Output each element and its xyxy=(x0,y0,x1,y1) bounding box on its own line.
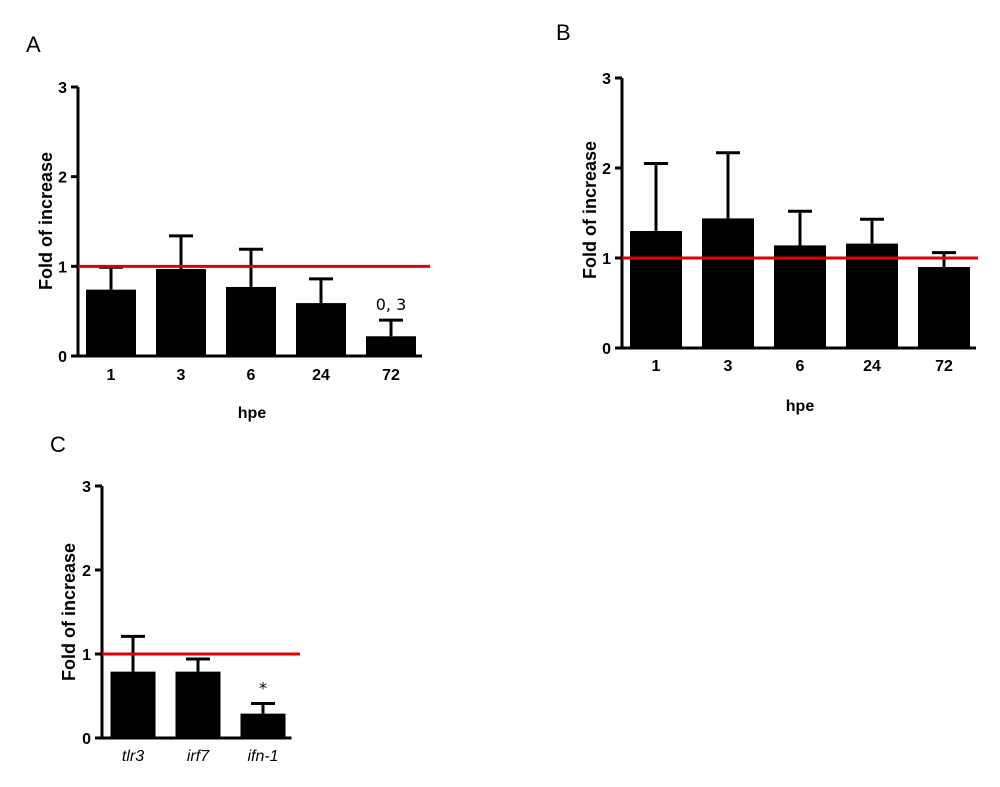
y-tick-label-c: 1 xyxy=(82,647,91,664)
panel-b: B Fold of increase hpe 0 1 2 3 1 3 6 24 72 xyxy=(556,20,978,415)
x-tick-label-b-0: 1 xyxy=(652,358,661,375)
x-tick-label-c-1: irf7 xyxy=(187,748,210,765)
bar-b-2 xyxy=(774,245,826,348)
plot-area-b: 0 1 2 3 1 3 6 24 72 xyxy=(602,71,978,375)
plot-area-c: 0 1 2 3 tlr3 irf7 ifn-1 * xyxy=(82,479,300,765)
y-tick-label-b: 3 xyxy=(602,71,611,88)
bar-b-3 xyxy=(846,243,898,348)
bar-c-0 xyxy=(110,671,156,738)
y-tick-label-a: 0 xyxy=(58,349,67,366)
x-tick-label-b-2: 6 xyxy=(796,358,805,375)
y-tick-label-a: 2 xyxy=(58,170,67,187)
x-tick-label-a-0: 1 xyxy=(107,367,116,384)
bar-a-4 xyxy=(366,336,416,356)
y-tick-label-b: 1 xyxy=(602,251,611,268)
x-axis-label-a: hpe xyxy=(238,405,267,422)
bar-b-0 xyxy=(630,231,682,348)
panel-c: C Fold of increase 0 1 2 3 tlr3 irf7 ifn-1 * xyxy=(50,432,300,765)
bar-b-4 xyxy=(918,267,970,348)
x-tick-label-a-4: 72 xyxy=(382,367,400,384)
y-tick-label-b: 2 xyxy=(602,161,611,178)
y-tick-label-c: 2 xyxy=(82,563,91,580)
panel-letter-a: A xyxy=(26,32,41,57)
y-axis-label-c: Fold of increase xyxy=(59,543,79,681)
x-tick-label-b-1: 3 xyxy=(724,358,733,375)
panel-a: A Fold of increase hpe 0 1 2 3 1 3 6 24 72 0, 3 xyxy=(26,32,430,422)
annotation-c-0: * xyxy=(259,679,267,698)
bar-c-1 xyxy=(175,671,221,738)
x-tick-label-a-2: 6 xyxy=(247,367,256,384)
bar-a-0 xyxy=(86,289,136,356)
x-tick-label-c-2: ifn-1 xyxy=(247,748,278,765)
y-tick-label-a: 1 xyxy=(58,259,67,276)
x-tick-label-a-3: 24 xyxy=(312,367,330,384)
x-axis-label-b: hpe xyxy=(786,398,815,415)
panel-letter-b: B xyxy=(556,20,571,45)
bar-a-2 xyxy=(226,286,276,356)
y-tick-label-b: 0 xyxy=(602,341,611,358)
y-tick-label-c: 0 xyxy=(82,731,91,748)
bar-a-3 xyxy=(296,303,346,356)
y-axis-label-b: Fold of increase xyxy=(580,141,600,279)
x-tick-label-a-1: 3 xyxy=(177,367,186,384)
y-axis-label-a: Fold of increase xyxy=(36,152,56,290)
y-tick-label-c: 3 xyxy=(82,479,91,496)
bar-a-1 xyxy=(156,269,206,356)
plot-area-a: 0 1 2 3 1 3 6 24 72 0, 3 xyxy=(58,80,430,384)
panel-letter-c: C xyxy=(50,432,66,457)
x-tick-label-b-4: 72 xyxy=(935,358,953,375)
bar-b-1 xyxy=(702,218,754,348)
x-tick-label-c-0: tlr3 xyxy=(122,748,144,765)
y-tick-label-a: 3 xyxy=(58,80,67,97)
x-tick-label-b-3: 24 xyxy=(863,358,881,375)
bar-c-2 xyxy=(240,713,286,738)
annotation-a-0: 0, 3 xyxy=(376,295,407,314)
